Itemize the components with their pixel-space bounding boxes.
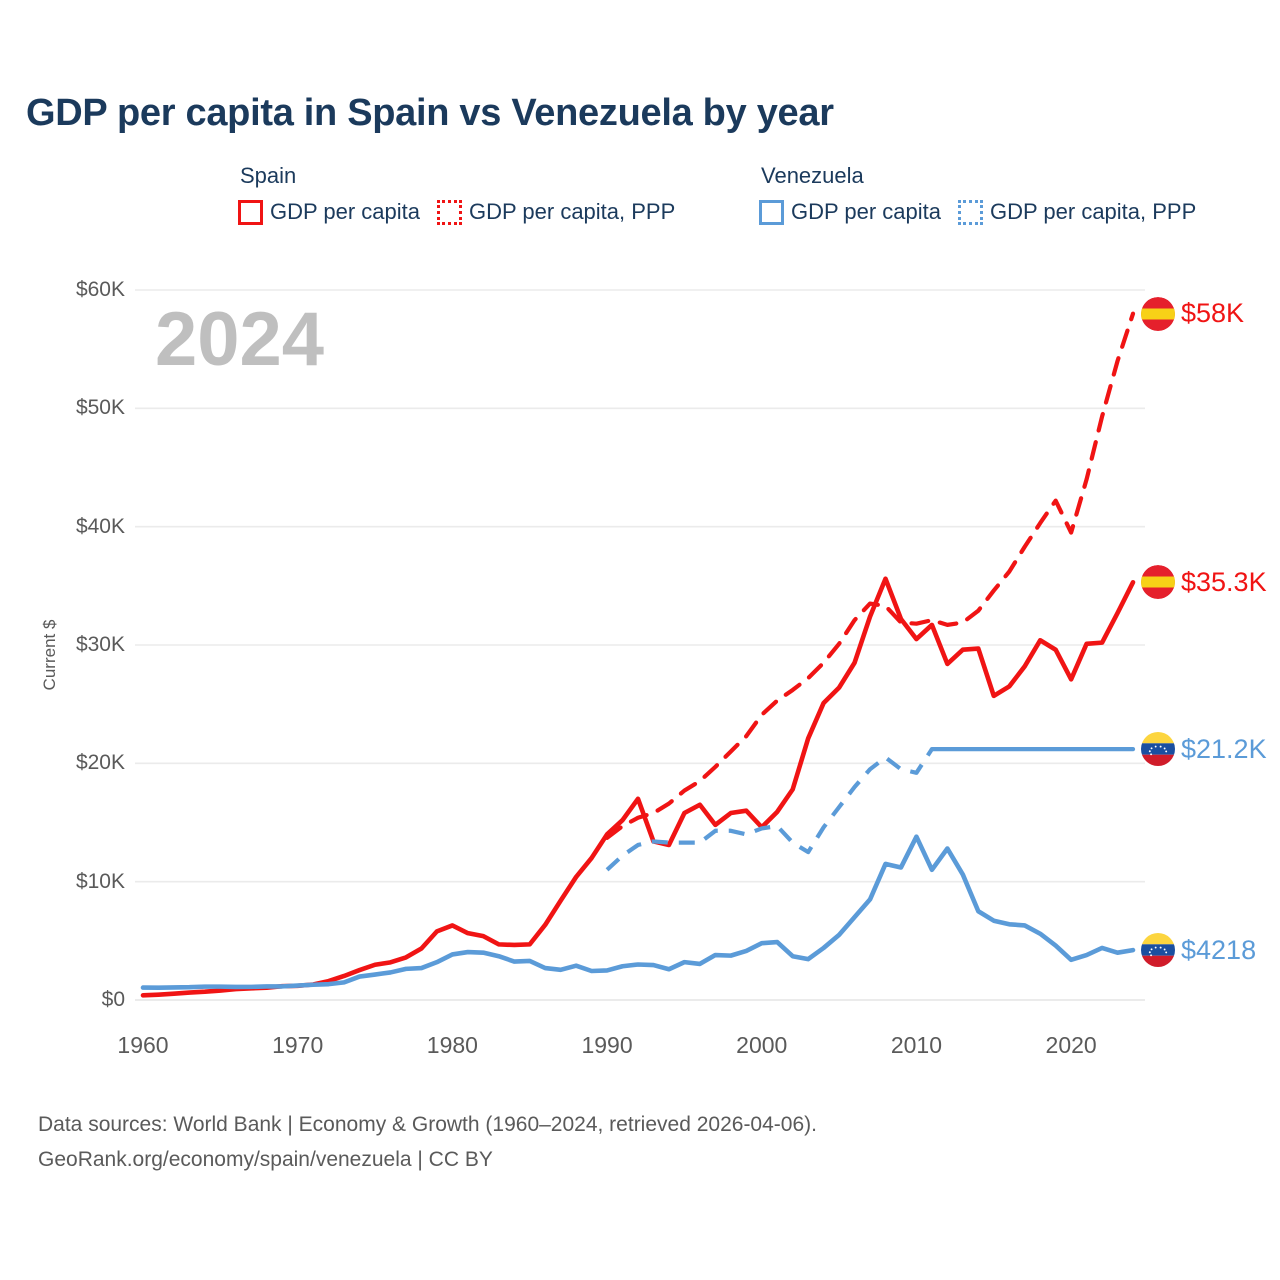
gridlines	[135, 289, 1145, 1001]
legend-item-label: GDP per capita, PPP	[990, 199, 1197, 224]
x-tick-label: 2020	[1045, 1032, 1097, 1058]
x-tick-label: 1960	[117, 1032, 169, 1058]
end-label-venezuela-gdp: $4218	[1141, 933, 1257, 968]
legend-group-spain: Spain GDP per capita GDP per capita, PPP	[238, 163, 675, 225]
venezuela-flag-icon	[1141, 933, 1175, 968]
end-label-spain-ppp: $58K	[1141, 296, 1245, 331]
y-tick-label: $0	[101, 988, 125, 1011]
legend-item-label: GDP per capita	[791, 199, 942, 224]
series-line	[140, 834, 1136, 990]
footer-line-attribution[interactable]: GeoRank.org/economy/spain/venezuela | CC…	[38, 1147, 493, 1171]
page-title: GDP per capita in Spain vs Venezuela by …	[26, 92, 834, 134]
footer-line-sources: Data sources: World Bank | Economy & Gro…	[38, 1113, 817, 1136]
footer: Data sources: World Bank | Economy & Gro…	[38, 1108, 817, 1177]
end-label-value: $4218	[1181, 934, 1257, 965]
venezuela-flag-icon	[1141, 732, 1175, 767]
end-label-value: $35.3K	[1181, 566, 1267, 597]
y-tick-label: $50K	[75, 396, 125, 420]
series-line	[604, 311, 1136, 840]
y-tick-label: $40K	[75, 514, 125, 538]
legend-item-spain-gdp[interactable]: GDP per capita	[238, 199, 420, 225]
legend-swatch-solid-icon	[238, 199, 263, 225]
legend-swatch-dotted-icon	[958, 199, 984, 225]
spain-flag-icon	[1141, 296, 1175, 331]
legend-item-venezuela-ppp[interactable]: GDP per capita, PPP	[958, 199, 1196, 225]
y-tick-label: $60K	[75, 278, 125, 301]
x-tick-label: 2010	[890, 1032, 943, 1058]
end-label-spain-gdp: $35.3K	[1141, 565, 1267, 600]
spain-flag-icon	[1141, 565, 1175, 600]
x-tick-label: 1990	[581, 1032, 633, 1058]
y-tick-label: $20K	[75, 751, 125, 775]
end-label-value: $58K	[1181, 298, 1245, 329]
end-label-value: $21.2K	[1181, 733, 1267, 764]
legend-swatch-dotted-icon	[437, 199, 463, 225]
series-lines	[140, 311, 1136, 998]
legend-item-spain-ppp[interactable]: GDP per capita, PPP	[437, 199, 675, 225]
series-line	[140, 576, 1136, 998]
legend-swatch-solid-icon	[759, 199, 784, 225]
y-tick-label: $10K	[75, 869, 125, 893]
x-tick-label: 1970	[272, 1032, 324, 1058]
legend-item-label: GDP per capita, PPP	[469, 199, 676, 224]
y-tick-label: $30K	[75, 633, 125, 656]
series-line	[605, 747, 934, 872]
legend-item-venezuela-gdp[interactable]: GDP per capita	[759, 199, 941, 225]
legend-country-label: Venezuela	[761, 163, 864, 188]
x-tick-label: 1980	[426, 1032, 478, 1058]
legend-item-label: GDP per capita	[270, 199, 421, 224]
year-watermark: 2024	[155, 297, 325, 382]
end-label-venezuela-ppp: $21.2K	[1141, 732, 1267, 767]
x-tick-label: 2000	[736, 1032, 788, 1058]
legend-group-venezuela: Venezuela GDP per capita GDP per capita,…	[759, 163, 1196, 225]
legend-country-label: Spain	[240, 163, 297, 188]
